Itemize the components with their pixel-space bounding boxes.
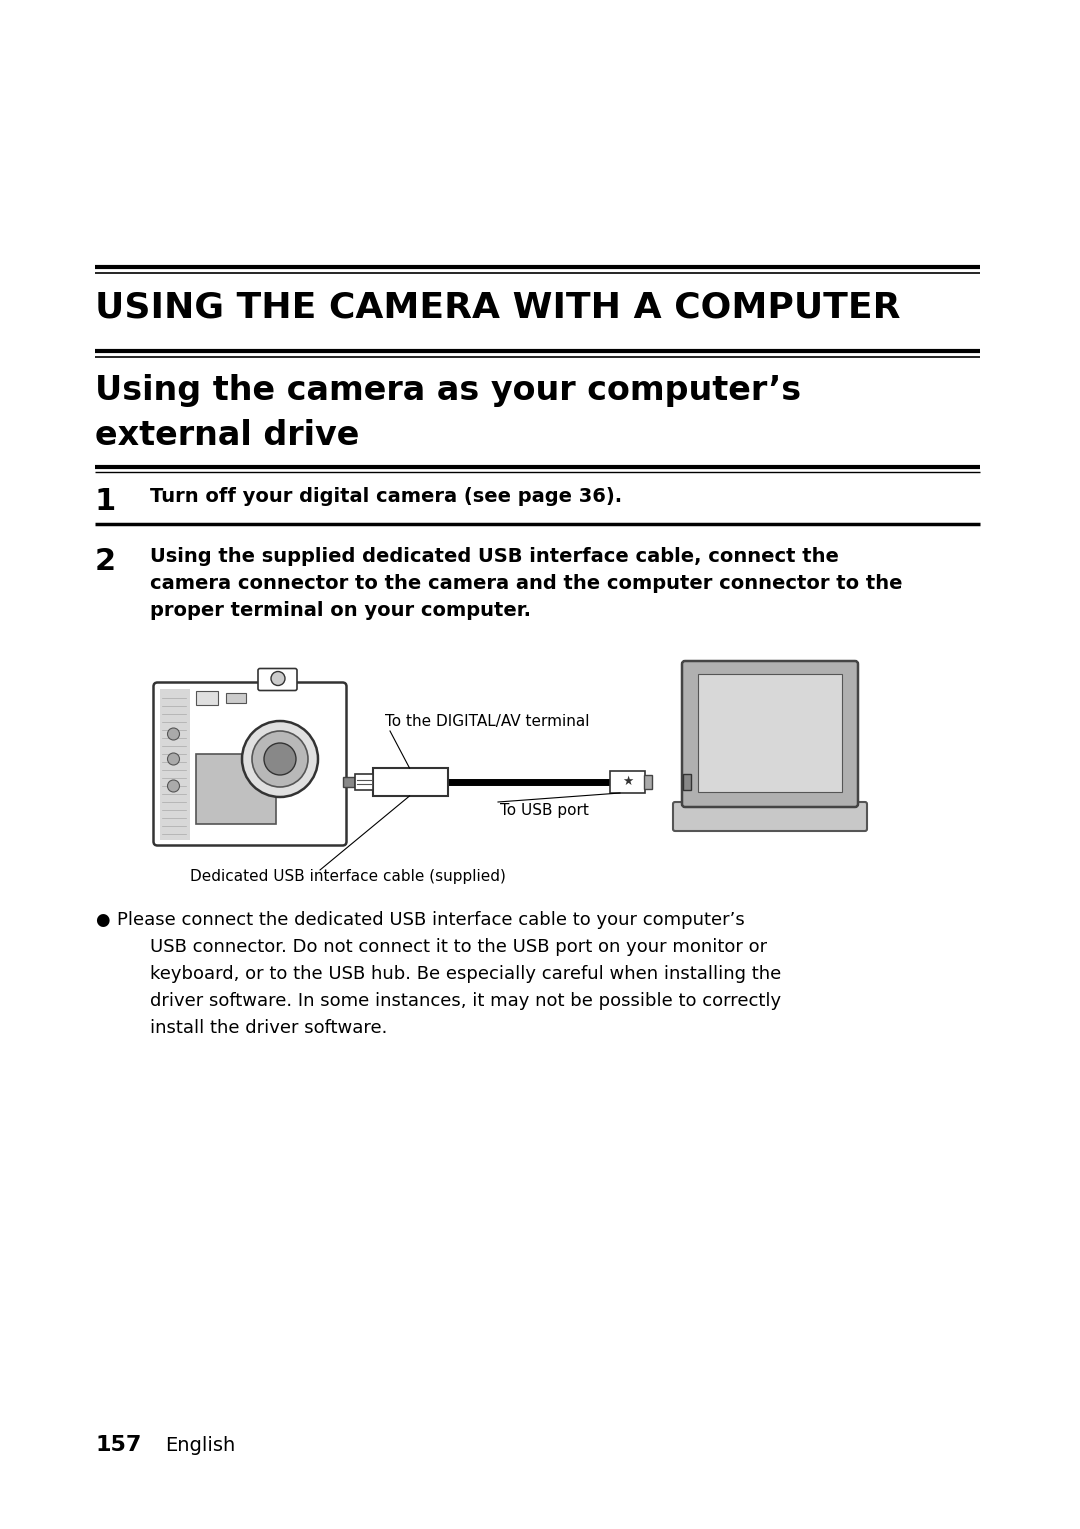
Text: USB connector. Do not connect it to the USB port on your monitor or: USB connector. Do not connect it to the … xyxy=(150,937,767,956)
Text: Using the supplied dedicated USB interface cable, connect the: Using the supplied dedicated USB interfa… xyxy=(150,547,839,566)
Text: camera connector to the camera and the computer connector to the: camera connector to the camera and the c… xyxy=(150,573,903,593)
Text: English: English xyxy=(165,1436,235,1456)
Text: driver software. In some instances, it may not be possible to correctly: driver software. In some instances, it m… xyxy=(150,992,781,1011)
Bar xyxy=(160,688,189,839)
Text: proper terminal on your computer.: proper terminal on your computer. xyxy=(150,601,531,619)
Circle shape xyxy=(167,752,179,764)
Text: external drive: external drive xyxy=(95,419,360,453)
Bar xyxy=(373,768,447,797)
Text: Dedicated USB interface cable (supplied): Dedicated USB interface cable (supplied) xyxy=(190,868,505,884)
Bar xyxy=(195,691,217,705)
Text: 1: 1 xyxy=(95,488,117,515)
Circle shape xyxy=(167,728,179,740)
Bar xyxy=(354,774,373,790)
Text: keyboard, or to the USB hub. Be especially careful when installing the: keyboard, or to the USB hub. Be especial… xyxy=(150,965,781,983)
FancyBboxPatch shape xyxy=(258,668,297,691)
Text: USING THE CAMERA WITH A COMPUTER: USING THE CAMERA WITH A COMPUTER xyxy=(95,291,901,326)
Text: Turn off your digital camera (see page 36).: Turn off your digital camera (see page 3… xyxy=(150,488,622,506)
Bar xyxy=(698,674,842,792)
Circle shape xyxy=(242,722,318,797)
FancyBboxPatch shape xyxy=(153,682,347,846)
Text: Using the camera as your computer’s: Using the camera as your computer’s xyxy=(95,375,801,407)
Text: 157: 157 xyxy=(95,1436,141,1456)
Bar xyxy=(683,774,691,790)
Text: ●: ● xyxy=(95,911,109,930)
Circle shape xyxy=(271,671,285,685)
Circle shape xyxy=(252,731,308,787)
Text: Please connect the dedicated USB interface cable to your computer’s: Please connect the dedicated USB interfa… xyxy=(117,911,745,930)
FancyBboxPatch shape xyxy=(681,661,858,807)
Text: To USB port: To USB port xyxy=(500,803,589,818)
Text: 2: 2 xyxy=(95,547,117,576)
FancyBboxPatch shape xyxy=(673,803,867,830)
Bar xyxy=(195,754,275,824)
Circle shape xyxy=(264,743,296,775)
Bar xyxy=(226,693,245,702)
Circle shape xyxy=(167,780,179,792)
Bar xyxy=(610,771,645,794)
Bar xyxy=(342,777,354,787)
Text: ★: ★ xyxy=(622,775,634,787)
Text: To the DIGITAL/AV terminal: To the DIGITAL/AV terminal xyxy=(384,714,590,729)
Bar xyxy=(644,775,652,789)
Text: install the driver software.: install the driver software. xyxy=(150,1018,388,1037)
